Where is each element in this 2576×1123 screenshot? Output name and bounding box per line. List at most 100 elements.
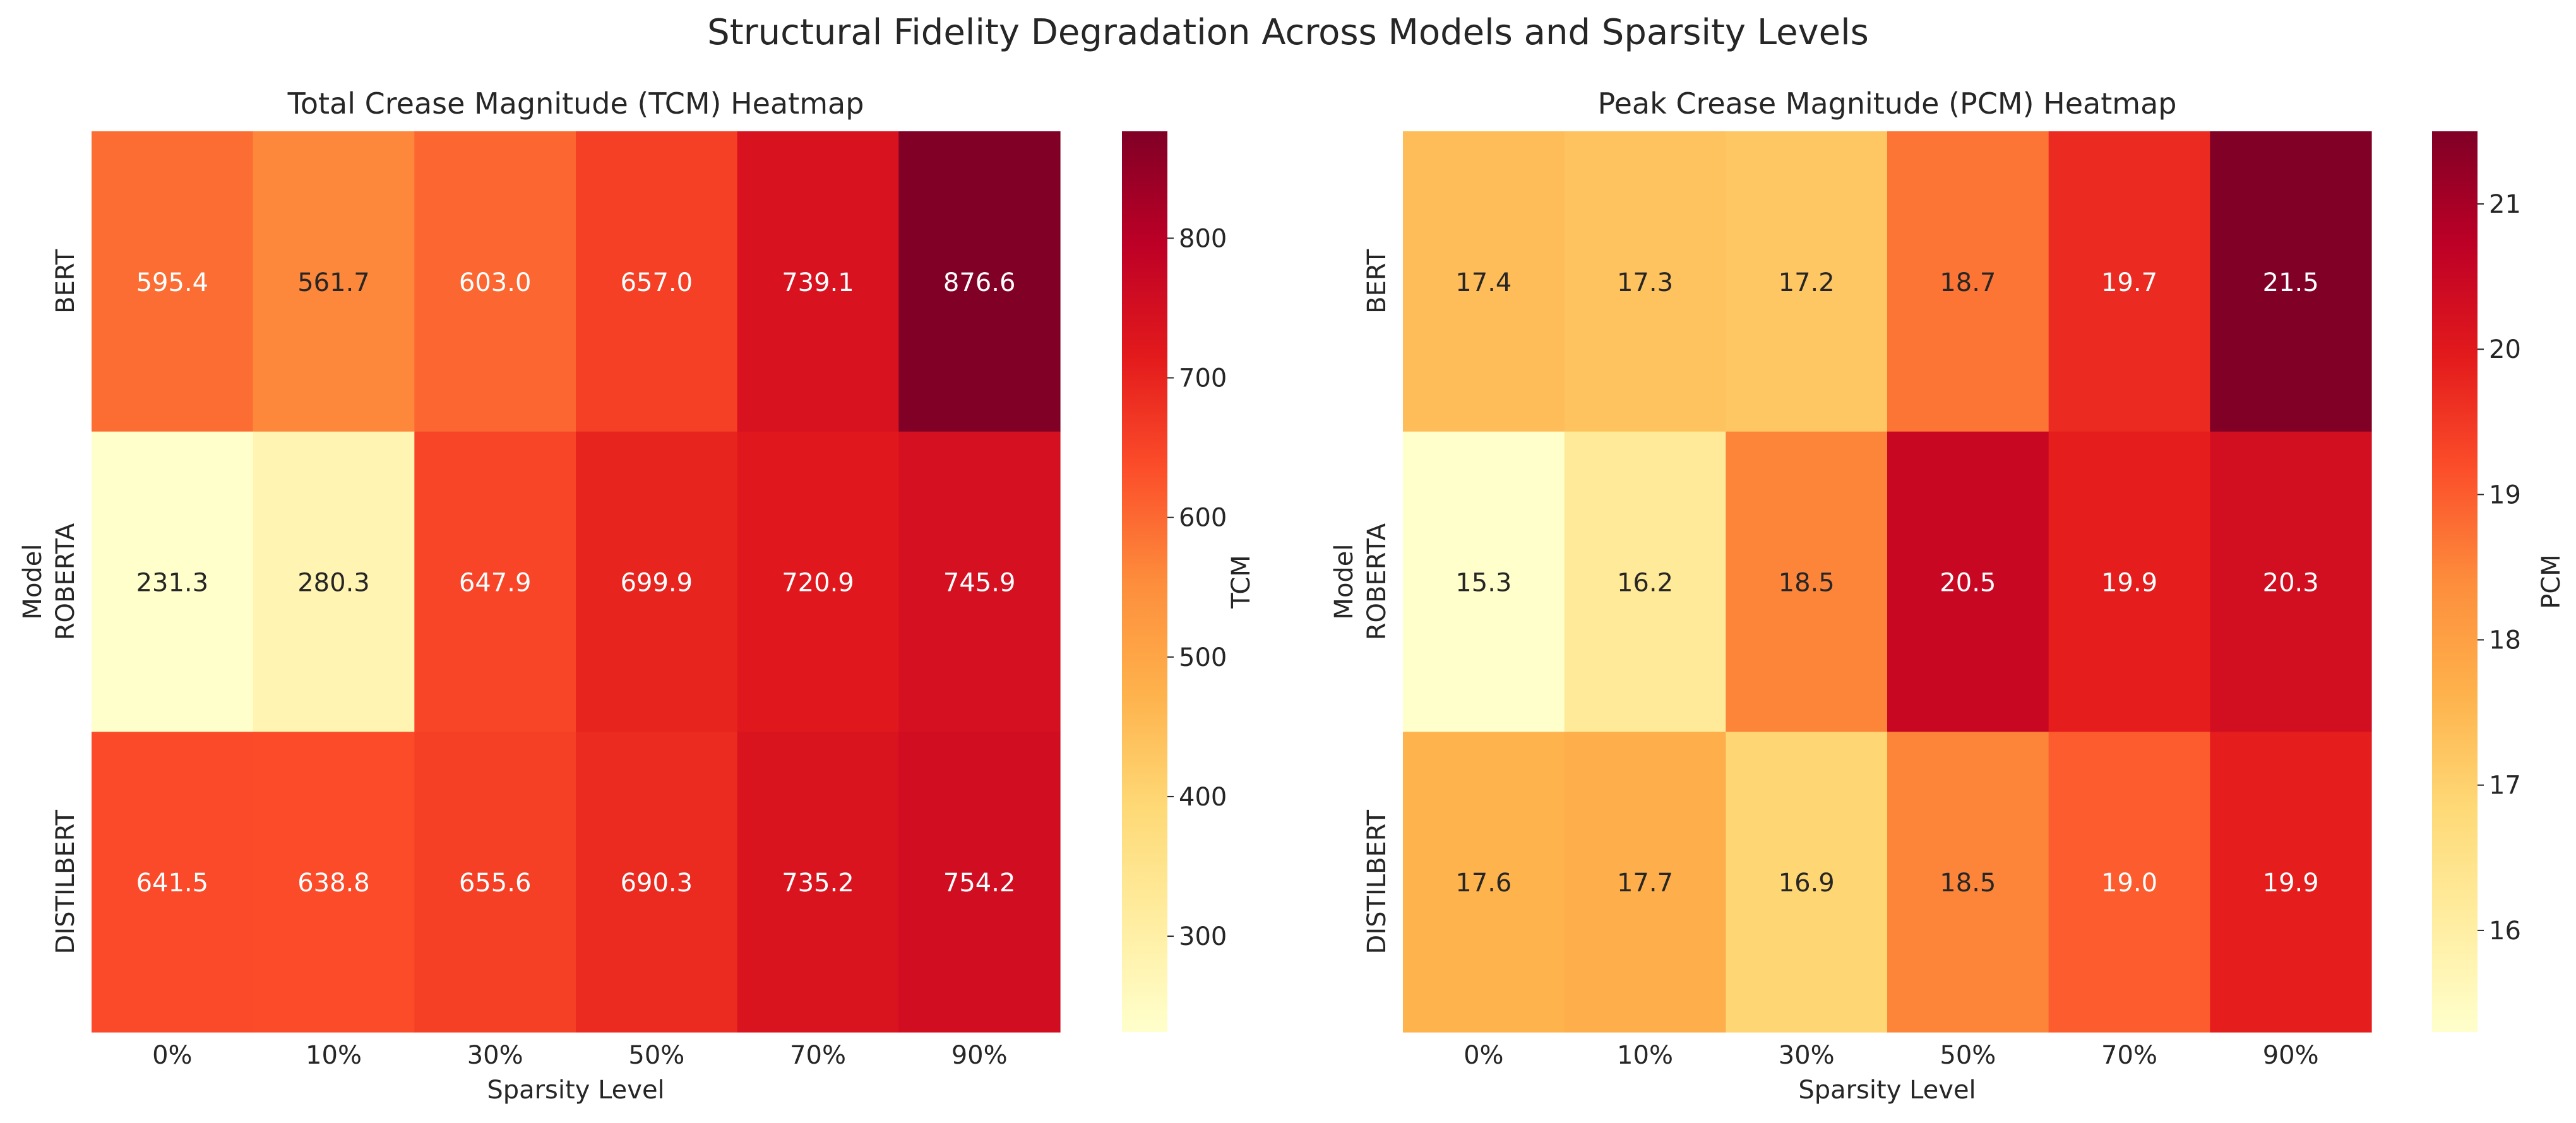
cell-value-label: 657.0 <box>621 268 693 297</box>
heatmap-cell <box>737 131 899 432</box>
colorbar <box>2432 131 2478 1032</box>
heatmap-cell <box>2210 131 2372 432</box>
heatmap-panels: Total Crease Magnitude (TCM) Heatmap 595.… <box>18 86 2566 1105</box>
colorbar-tick-label: 20 <box>2489 335 2521 364</box>
y-tick-label: ROBERTA <box>1363 523 1392 640</box>
heatmap-cell <box>1726 431 1888 732</box>
cell-value-label: 739.1 <box>782 268 854 297</box>
heatmap-cell <box>2048 131 2210 432</box>
cell-value-label: 720.9 <box>782 569 854 598</box>
y-tick-label: ROBERTA <box>51 523 80 640</box>
colorbar-tick-label: 18 <box>2489 626 2521 655</box>
cell-value-label: 655.6 <box>459 869 532 898</box>
heatmap-cell <box>737 732 899 1033</box>
x-tick-label: 90% <box>2263 1041 2319 1070</box>
heatmap-cell <box>737 431 899 732</box>
cell-value-label: 20.3 <box>2263 569 2319 598</box>
x-axis-label: Sparsity Level <box>487 1076 664 1105</box>
cell-value-label: 19.0 <box>2101 869 2157 898</box>
cell-value-label: 21.5 <box>2263 268 2319 297</box>
chart-title: Peak Crease Magnitude (PCM) Heatmap <box>1598 86 2177 121</box>
x-tick-label: 70% <box>790 1041 846 1070</box>
cell-value-label: 16.2 <box>1617 569 1673 598</box>
x-axis-label: Sparsity Level <box>1798 1076 1976 1105</box>
cell-value-label: 18.5 <box>1779 569 1835 598</box>
x-tick-label: 50% <box>628 1041 684 1070</box>
cell-value-label: 638.8 <box>297 869 370 898</box>
colorbar-tick-label: 17 <box>2489 771 2521 800</box>
heatmap-cell <box>898 732 1061 1033</box>
colorbar-tick-label: 800 <box>1179 224 1227 253</box>
heatmap-cell <box>1726 131 1888 432</box>
colorbar-tick-label: 500 <box>1179 643 1227 672</box>
x-tick-label: 50% <box>1940 1041 1996 1070</box>
heatmap-panel-2: Peak Crease Magnitude (PCM) Heatmap 17.4 1… <box>1330 86 2566 1105</box>
heatmap-cell <box>1887 732 2049 1033</box>
heatmap-cell <box>2210 732 2372 1033</box>
cell-value-label: 17.3 <box>1617 268 1673 297</box>
cell-value-label: 735.2 <box>782 869 854 898</box>
colorbar-tick-label: 21 <box>2489 190 2521 219</box>
cell-value-label: 20.5 <box>1940 569 1996 598</box>
cell-value-label: 754.2 <box>943 869 1016 898</box>
heatmap-cell <box>1887 431 2049 732</box>
cell-value-label: 19.9 <box>2101 569 2157 598</box>
heatmap-cell <box>2210 431 2372 732</box>
heatmap-cell <box>1887 131 2049 432</box>
cell-value-label: 15.3 <box>1455 569 1512 598</box>
colorbar-tick-label: 16 <box>2489 917 2521 946</box>
heatmap-cell <box>898 431 1061 732</box>
y-tick-label: DISTILBERT <box>1363 809 1392 954</box>
heatmap-cell <box>1564 431 1726 732</box>
heatmap-cell <box>414 732 576 1033</box>
y-axis-label: Model <box>1330 544 1359 619</box>
x-tick-label: 90% <box>951 1041 1008 1070</box>
heatmap-cell <box>1564 732 1726 1033</box>
x-tick-label: 0% <box>152 1041 192 1070</box>
cell-value-label: 603.0 <box>459 268 532 297</box>
heatmap-cell <box>2048 431 2210 732</box>
cell-value-label: 561.7 <box>297 268 370 297</box>
colorbar-tick-label: 600 <box>1179 504 1227 533</box>
x-tick-label: 30% <box>1779 1041 1835 1070</box>
cell-value-label: 745.9 <box>943 569 1016 598</box>
heatmap-cell <box>576 732 738 1033</box>
heatmap-cell <box>576 131 738 432</box>
cell-value-label: 17.2 <box>1779 268 1835 297</box>
cell-value-label: 17.4 <box>1455 268 1512 297</box>
colorbar-label: TCM <box>1227 555 1256 609</box>
cell-value-label: 17.6 <box>1455 869 1512 898</box>
cell-value-label: 231.3 <box>136 569 209 598</box>
x-tick-label: 0% <box>1464 1041 1503 1070</box>
heatmap-cell <box>92 131 254 432</box>
cell-value-label: 876.6 <box>943 268 1016 297</box>
x-tick-label: 30% <box>467 1041 523 1070</box>
heatmap-cell <box>414 431 576 732</box>
cell-value-label: 19.7 <box>2101 268 2157 297</box>
cell-value-label: 16.9 <box>1779 869 1835 898</box>
heatmap-cell <box>92 431 254 732</box>
heatmap-cell <box>414 131 576 432</box>
x-tick-label: 70% <box>2101 1041 2157 1070</box>
cell-value-label: 18.5 <box>1940 869 1996 898</box>
colorbar-tick-label: 700 <box>1179 364 1227 393</box>
heatmap-cell <box>1403 131 1565 432</box>
heatmap-cell <box>253 431 415 732</box>
heatmap-cell <box>2048 732 2210 1033</box>
cell-value-label: 595.4 <box>136 268 209 297</box>
colorbar <box>1122 131 1167 1032</box>
chart-title: Total Crease Magnitude (TCM) Heatmap <box>287 86 864 121</box>
heatmap-panel-1: Total Crease Magnitude (TCM) Heatmap 595.… <box>18 86 1256 1105</box>
x-tick-label: 10% <box>1617 1041 1673 1070</box>
heatmap-cell <box>1403 732 1565 1033</box>
colorbar-label: PCM <box>2537 554 2566 609</box>
figure-suptitle: Structural Fidelity Degradation Across M… <box>707 12 1869 53</box>
heatmap-cell <box>1726 732 1888 1033</box>
heatmap-cell <box>1564 131 1726 432</box>
heatmap-cell <box>898 131 1061 432</box>
cell-value-label: 647.9 <box>459 569 532 598</box>
y-tick-label: BERT <box>1363 249 1392 314</box>
cell-value-label: 19.9 <box>2263 869 2319 898</box>
cell-value-label: 17.7 <box>1617 869 1673 898</box>
